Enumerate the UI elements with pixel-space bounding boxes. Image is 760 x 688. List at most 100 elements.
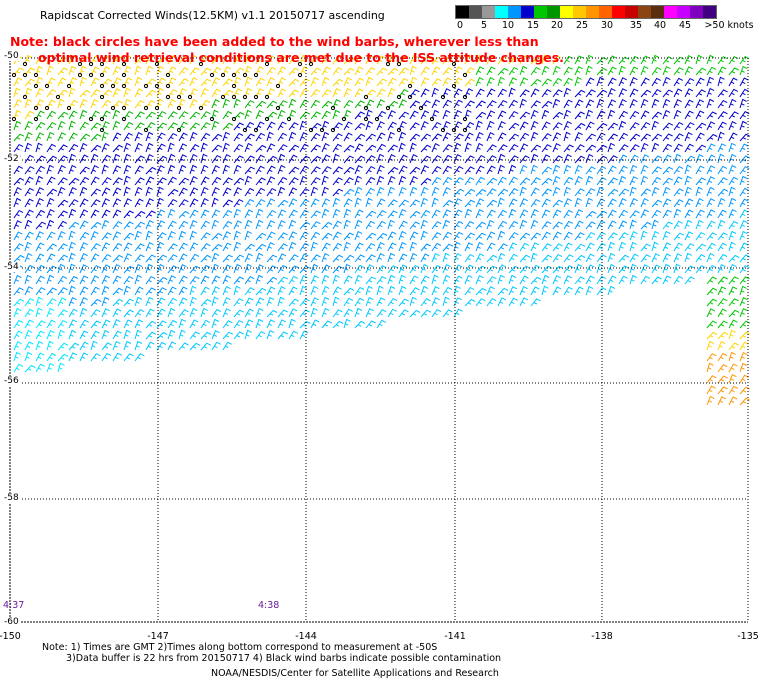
wind-barb — [57, 98, 65, 109]
contamination-circle — [231, 83, 237, 89]
wind-barb — [442, 219, 451, 230]
wind-barb — [222, 98, 231, 109]
wind-barb — [288, 330, 298, 340]
wind-barb — [68, 65, 77, 76]
wind-barb — [244, 297, 254, 307]
wind-barb — [662, 56, 673, 65]
wind-barb — [563, 144, 574, 153]
wind-barb — [189, 242, 199, 252]
wind-barb — [651, 230, 660, 241]
wind-barb — [607, 209, 617, 219]
wind-barb — [222, 187, 232, 197]
wind-barb — [90, 221, 102, 230]
wind-barb — [409, 241, 417, 252]
wind-barb — [156, 263, 165, 274]
wind-barb — [365, 285, 373, 296]
wind-barb — [486, 286, 495, 296]
wind-barb — [662, 198, 672, 208]
wind-barb — [618, 241, 627, 252]
wind-barb — [585, 242, 595, 252]
wind-barb — [508, 155, 519, 164]
wind-barb — [420, 88, 430, 98]
wind-barb — [222, 142, 230, 153]
wind-barb — [684, 66, 693, 76]
wind-barb — [13, 77, 23, 87]
wind-barb — [706, 252, 715, 263]
wind-barb — [24, 154, 35, 164]
wind-barb — [508, 110, 519, 120]
wind-barb — [101, 296, 110, 307]
wind-barb — [354, 320, 366, 329]
contamination-circle — [121, 116, 127, 122]
wind-barb — [442, 286, 453, 296]
wind-barb — [409, 100, 420, 109]
wind-barb — [475, 188, 487, 197]
wind-barb — [651, 241, 659, 252]
wind-barb — [706, 395, 715, 406]
wind-barb — [332, 274, 340, 285]
wind-barb — [222, 177, 233, 186]
wind-barb — [618, 88, 627, 98]
wind-barb — [453, 308, 463, 318]
contamination-circle — [440, 94, 446, 100]
wind-barb — [123, 319, 133, 329]
wind-barb — [112, 275, 122, 285]
wind-barb — [178, 111, 189, 120]
wind-barb — [354, 55, 364, 65]
wind-barb — [222, 154, 231, 164]
wind-barb — [233, 111, 245, 120]
wind-barb — [24, 176, 34, 186]
wind-barb — [497, 99, 508, 109]
contamination-circle — [121, 61, 127, 67]
wind-barb — [233, 285, 241, 296]
wind-barb — [541, 221, 552, 230]
wind-barb — [475, 66, 485, 76]
wind-barb — [101, 121, 110, 131]
wind-barb — [431, 121, 442, 131]
wind-barb — [739, 55, 750, 65]
wind-barb — [244, 54, 253, 65]
wind-barb — [596, 76, 605, 87]
wind-barb — [420, 133, 432, 142]
wind-barb — [497, 230, 506, 241]
wind-barb — [90, 165, 99, 175]
wind-barb — [684, 122, 695, 131]
wind-barb — [717, 386, 728, 395]
wind-barb — [90, 320, 101, 329]
wind-barb — [365, 232, 377, 241]
wind-barb — [13, 243, 24, 252]
wind-barb — [277, 209, 287, 219]
wind-barb — [354, 209, 364, 219]
wind-barb — [266, 319, 276, 329]
wind-barb — [13, 87, 21, 98]
wind-barb — [596, 220, 606, 230]
wind-barb — [684, 219, 693, 230]
wind-barb — [123, 164, 132, 175]
wind-barb — [486, 144, 497, 153]
longitude-label-135: -135 — [737, 631, 759, 642]
wind-barb — [266, 121, 276, 131]
wind-barb — [530, 109, 539, 120]
wind-barb — [530, 66, 541, 76]
wind-barb — [68, 177, 80, 186]
wind-barb — [541, 133, 552, 142]
wind-barb — [607, 198, 617, 208]
wind-barb — [464, 176, 475, 186]
wind-barb — [200, 176, 210, 186]
wind-barb — [618, 99, 627, 109]
wind-barb — [706, 111, 717, 120]
wind-barb — [79, 352, 89, 362]
wind-barb — [288, 144, 300, 153]
wind-barb — [475, 265, 487, 274]
wind-barb — [35, 187, 45, 197]
contamination-circle — [176, 127, 182, 133]
wind-barb — [354, 219, 363, 230]
wind-barb — [453, 275, 463, 285]
wind-barb — [46, 99, 56, 109]
wind-barb — [332, 296, 340, 307]
wind-barb — [68, 241, 76, 252]
wind-barb — [222, 54, 231, 65]
wind-barb — [178, 67, 189, 76]
wind-barb — [552, 243, 563, 252]
wind-barb — [431, 242, 442, 252]
